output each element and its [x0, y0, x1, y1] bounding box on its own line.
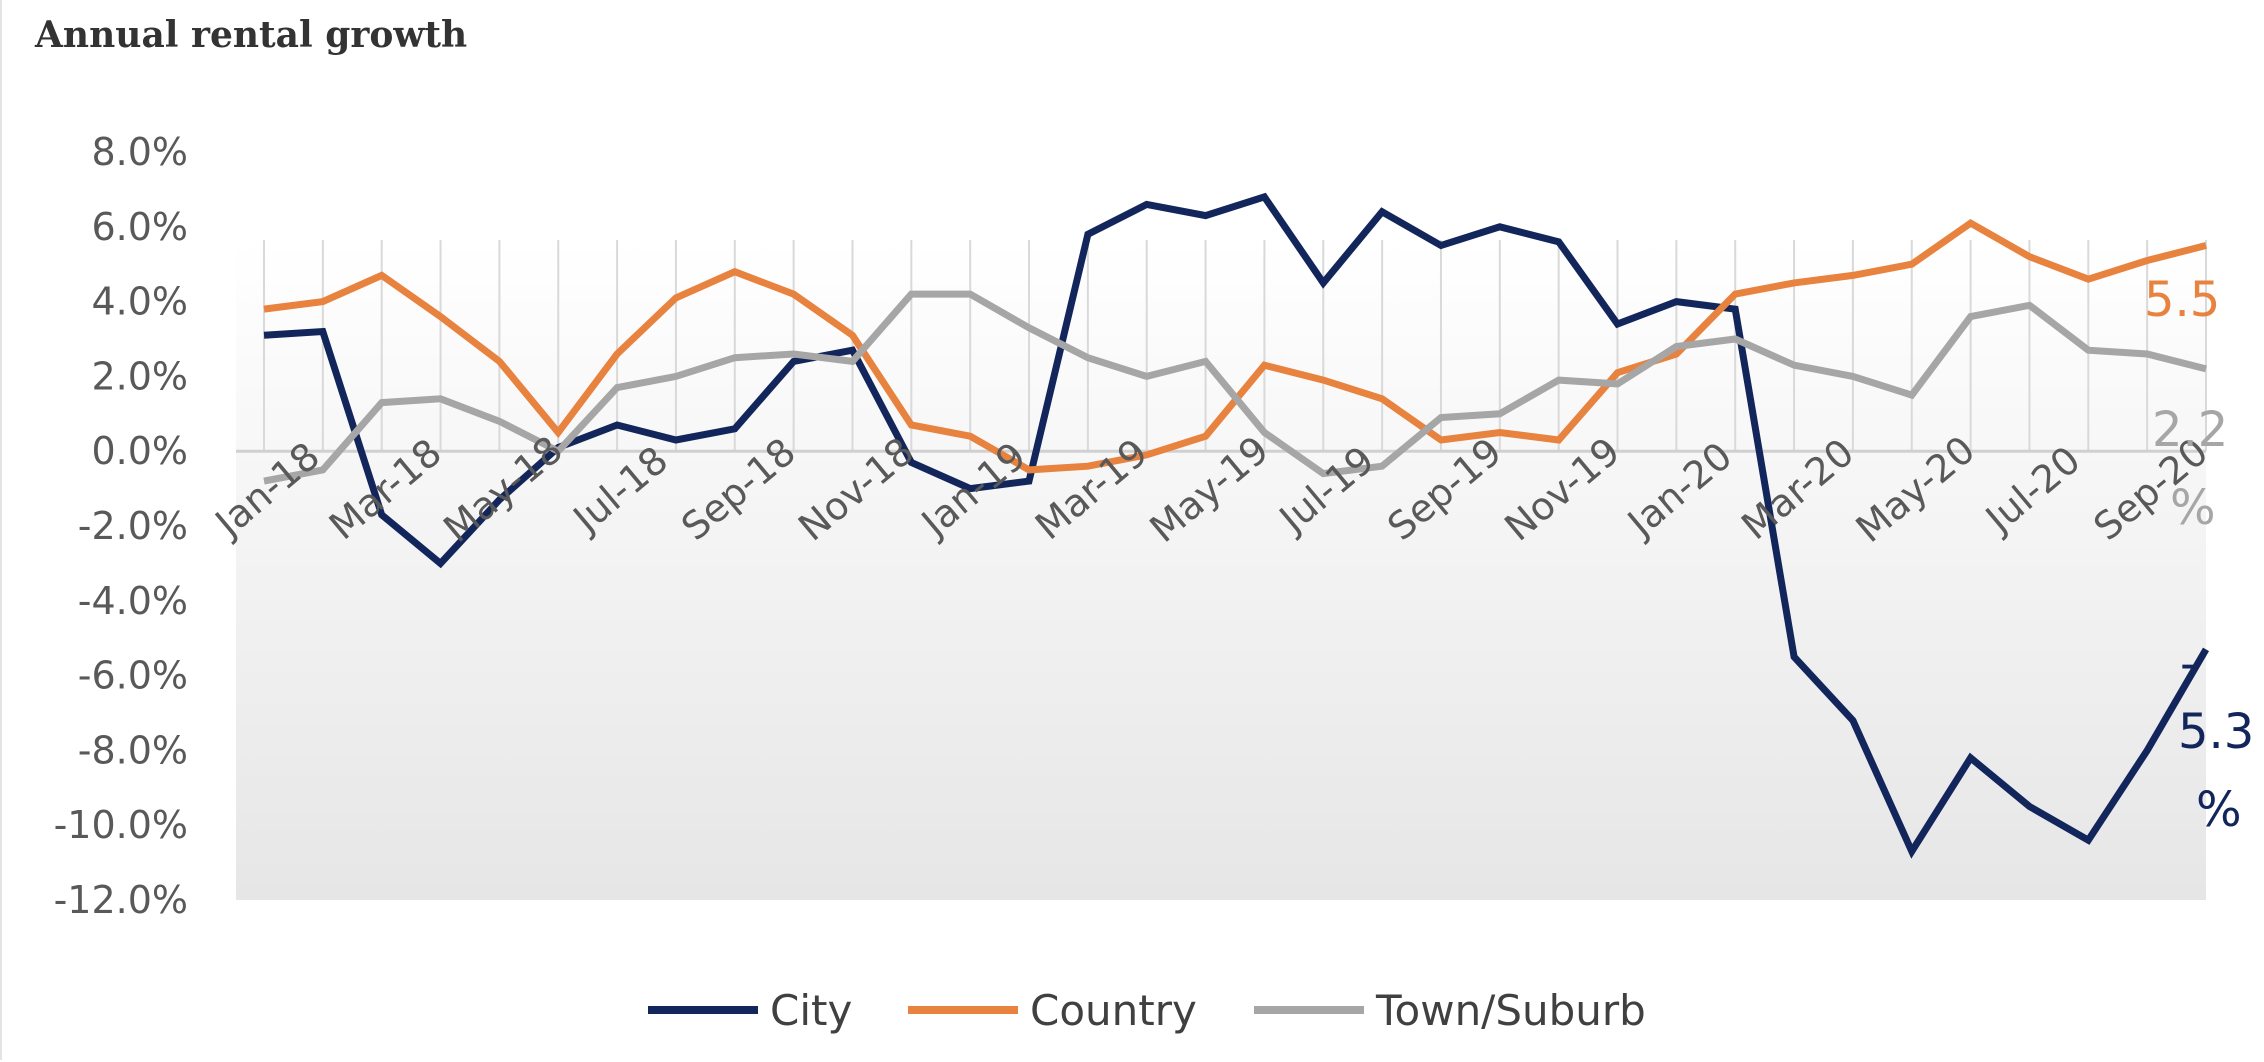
end-label-town-suburb: %	[2170, 480, 2216, 536]
end-labels: - 5.3% 5.5 2.2%	[2144, 272, 2254, 838]
y-tick-label: 8.0%	[91, 130, 188, 174]
end-label-country: 5.5	[2144, 272, 2220, 328]
end-label-town-suburb: 2.2	[2152, 402, 2228, 458]
y-tick-label: -2.0%	[78, 504, 188, 548]
series-line-city	[263, 192, 2210, 859]
series-lines	[263, 192, 2210, 859]
end-label-city: %	[2196, 782, 2242, 838]
y-tick-label: -10.0%	[54, 803, 188, 847]
legend-label: Country	[1030, 986, 1197, 1035]
y-tick-label: 2.0%	[91, 354, 188, 398]
y-tick-label: 6.0%	[91, 205, 188, 249]
end-label-city: -	[2180, 636, 2197, 692]
y-tick-label: -12.0%	[54, 878, 188, 922]
legend: City Country Town/Suburb	[648, 986, 1646, 1035]
chart-title: Annual rental growth	[35, 14, 468, 56]
end-label-city: 5.3	[2178, 704, 2254, 760]
legend-label: City	[770, 986, 852, 1035]
y-tick-label: -4.0%	[78, 579, 188, 623]
legend-label: Town/Suburb	[1375, 986, 1646, 1035]
series-line-town-suburb	[263, 290, 2207, 485]
y-tick-label: 0.0%	[91, 429, 188, 473]
y-tick-label: -8.0%	[78, 728, 188, 772]
y-axis: 8.0% 6.0% 4.0% 2.0% 0.0% -2.0% -4.0% -6.0% -8.0%…	[54, 130, 188, 922]
plot-background	[236, 240, 2206, 900]
y-tick-label: 4.0%	[91, 280, 188, 324]
y-tick-label: -6.0%	[78, 654, 188, 698]
grid-lines	[263, 240, 2207, 452]
